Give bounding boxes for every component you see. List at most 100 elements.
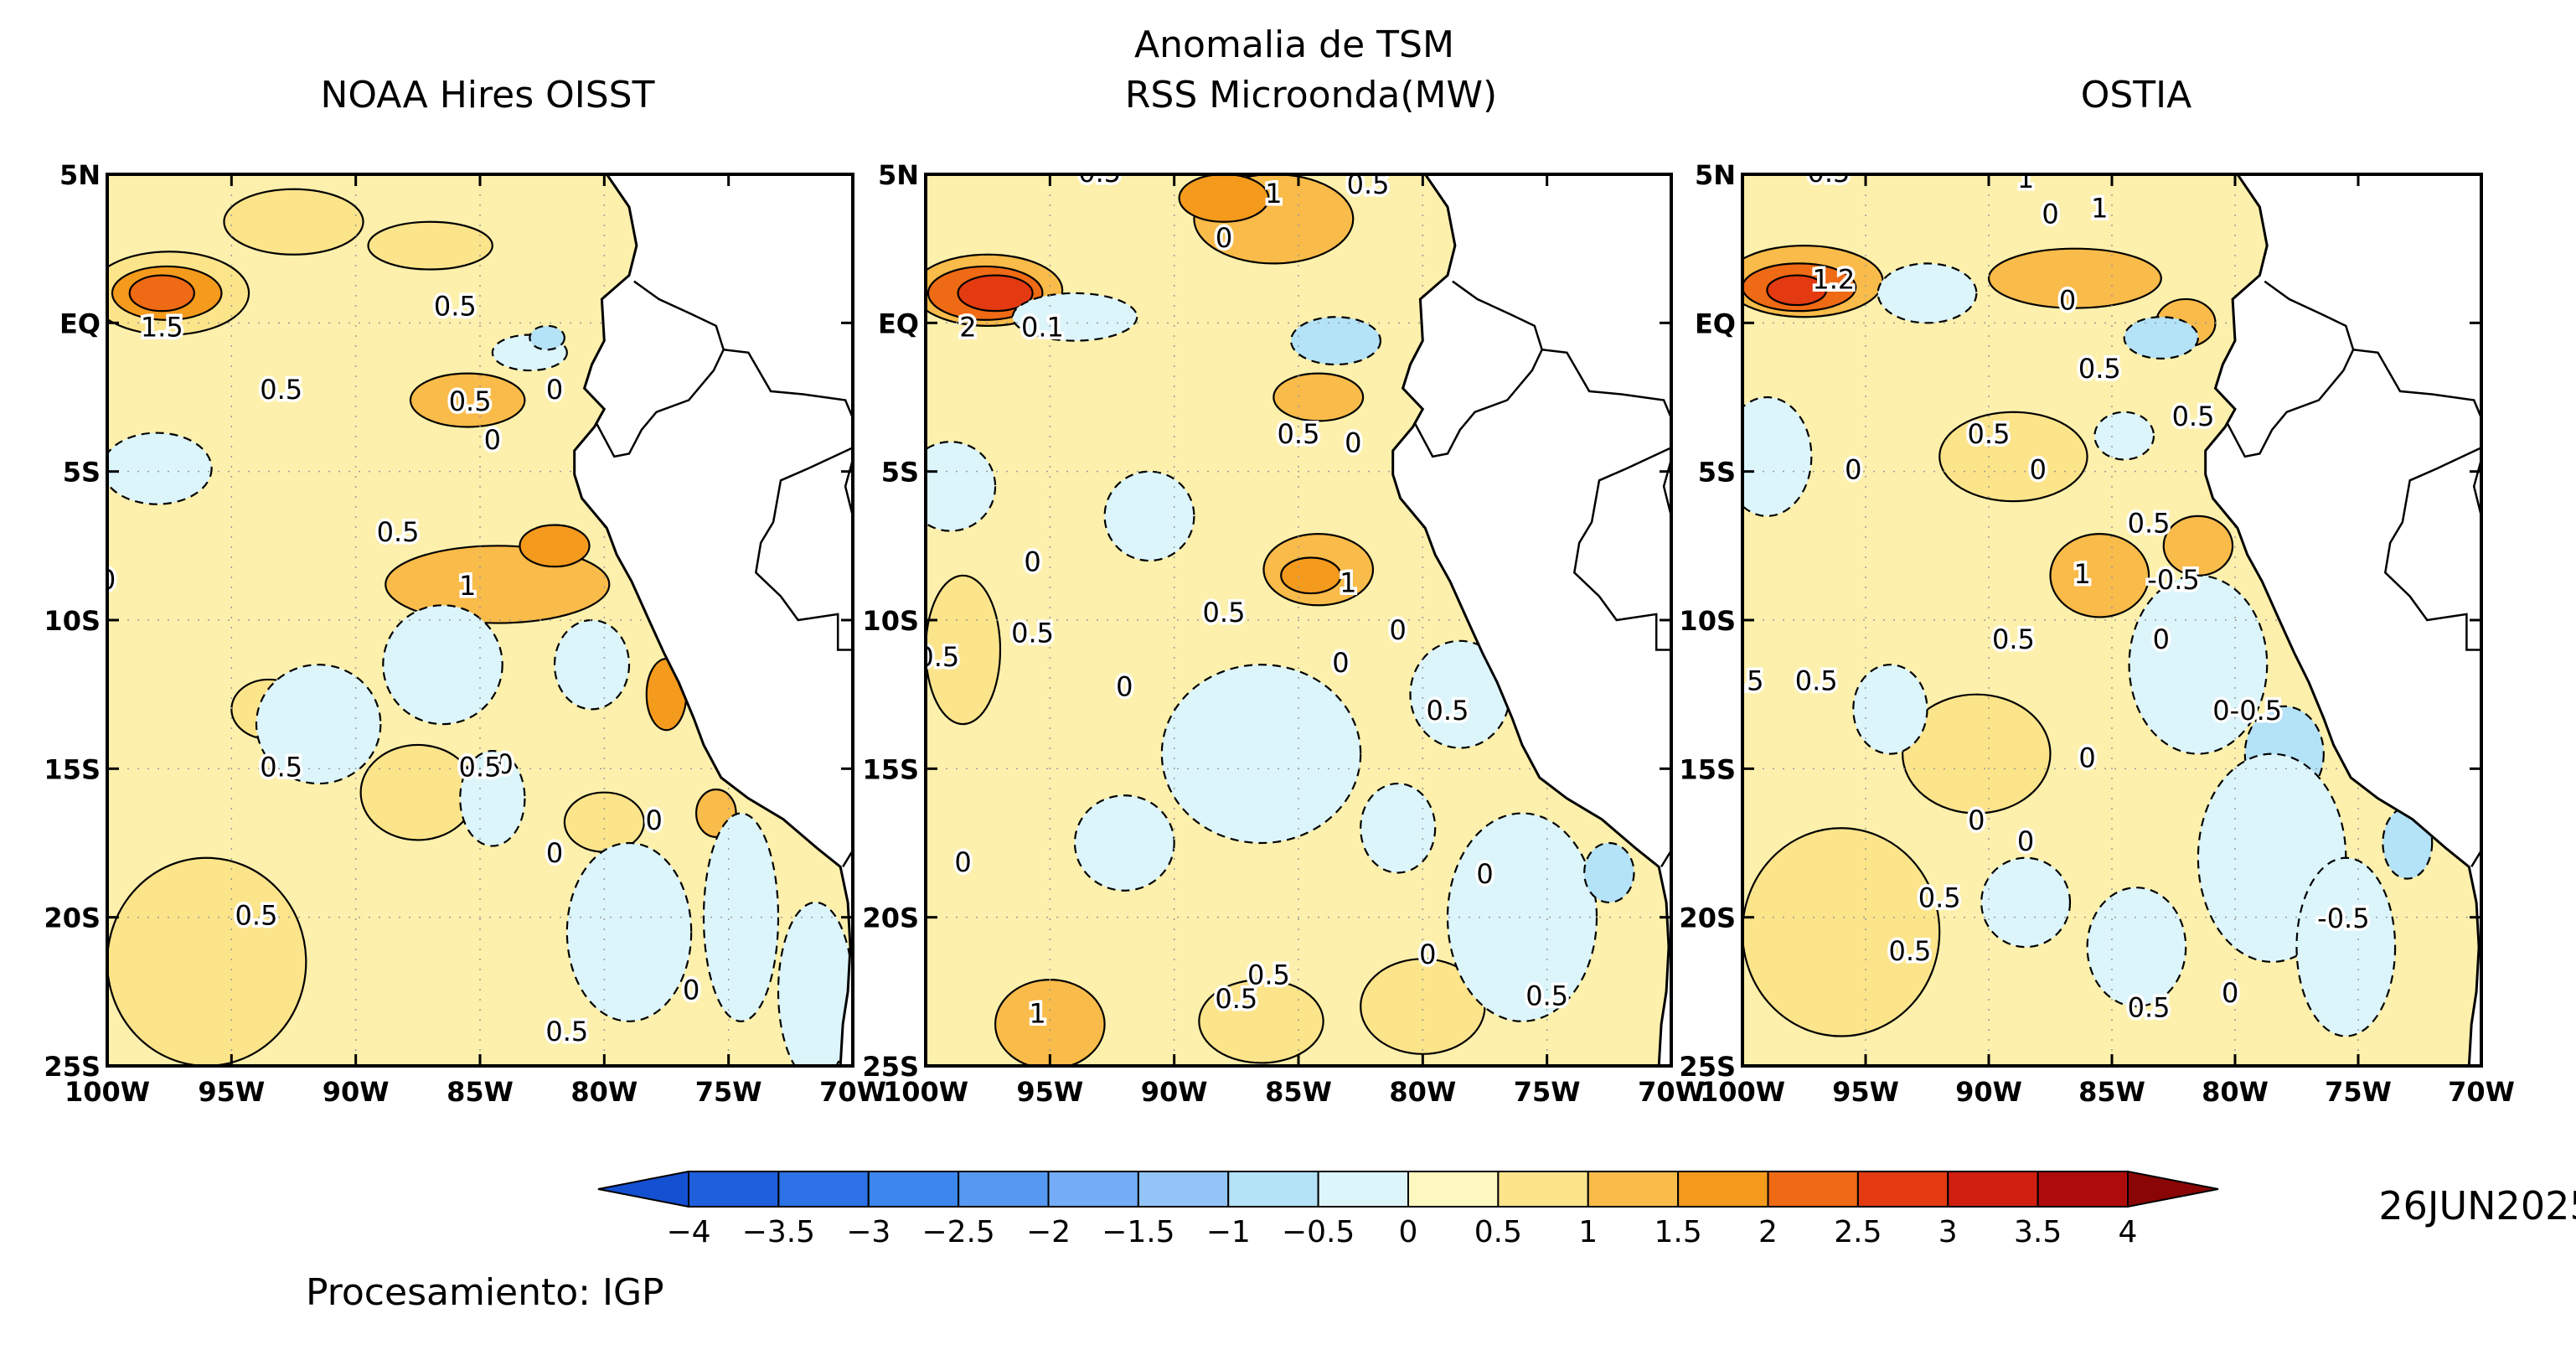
anomaly-contour-area: [1583, 841, 1635, 904]
contour-label: 0: [1116, 671, 1133, 703]
anomaly-contour-area: [223, 188, 364, 256]
colorbar-label: −2: [1026, 1215, 1071, 1249]
anomaly-contour-area: [1742, 396, 1813, 517]
anomaly-contour-area: [1980, 856, 2072, 949]
lat-tick-label: 10S: [1679, 605, 1736, 637]
contour-label: 0.5: [2128, 992, 2171, 1024]
contour-label: -0.5: [2147, 564, 2199, 596]
anomaly-contour-area: [409, 372, 526, 428]
country-border: [2227, 280, 2355, 458]
lat-tick-label: 5N: [59, 159, 101, 191]
country-border: [2472, 459, 2481, 517]
colorbar-label: 1: [1578, 1215, 1598, 1249]
colorbar-swatch: [1497, 1171, 1589, 1208]
contour-label: 0.5: [434, 291, 477, 323]
land-coastline: [573, 174, 853, 1066]
lat-tick-label: 25S: [44, 1051, 101, 1083]
contour-label: 0.5: [2128, 508, 2171, 540]
contour-label: 0.5: [459, 751, 502, 783]
anomaly-contour-area: [2093, 411, 2155, 461]
contour-label: 1: [2017, 163, 2034, 194]
country-border: [2383, 447, 2481, 651]
anomaly-contour-area: [2086, 887, 2187, 1008]
lon-tick-label: 100W: [883, 1076, 968, 1108]
contour-label: 0.1: [1021, 311, 1064, 343]
contour-label: 0: [2222, 977, 2238, 1009]
anomaly-contour-area: [519, 524, 591, 568]
colorbar-label: 2.5: [1834, 1215, 1882, 1249]
anomaly-contour-area: [1198, 979, 1324, 1064]
contour-label: 0.5: [1078, 157, 1121, 189]
contour-label: 1: [2091, 193, 2108, 225]
anomaly-contour-area: [1938, 411, 2088, 503]
lat-tick-label: 10S: [44, 605, 101, 637]
lon-tick-label: 80W: [1389, 1076, 1456, 1108]
anomaly-contour-area: [1877, 262, 1978, 324]
contour-label: 1: [1340, 566, 1356, 598]
contour-label: 0.5: [2172, 401, 2215, 432]
land-coastline: [1391, 174, 1671, 1066]
contour-label: 0: [546, 374, 563, 406]
colorbar-swatch: [1856, 1171, 1949, 1208]
contour-label: 0: [1845, 454, 1861, 486]
colorbar-swatch: [1227, 1171, 1319, 1208]
contour-label: 0-0.5: [2212, 695, 2282, 727]
lon-tick-label: 90W: [1141, 1076, 1208, 1108]
colorbar-swatch: [1947, 1171, 2039, 1208]
colorbar-label: −1.5: [1102, 1215, 1174, 1249]
lat-tick-label: 15S: [44, 753, 101, 785]
contour-label: 0.5: [1247, 959, 1290, 991]
date-label: 26JUN2025: [2378, 1183, 2576, 1228]
contour-label: 1: [1265, 178, 1282, 209]
colorbar-swatch: [1587, 1171, 1680, 1208]
contour-label: 0.5: [1807, 157, 1850, 189]
colorbar-label: 0: [1399, 1215, 1418, 1249]
colorbar-label: 2: [1758, 1215, 1778, 1249]
contour-label: 0: [1476, 858, 1493, 890]
colorbar-swatch: [777, 1171, 870, 1208]
contour-label: -0.5: [2317, 902, 2369, 934]
lat-tick-label: EQ: [878, 308, 919, 339]
contour-label: 0: [1332, 647, 1349, 679]
contour-label: 0.5: [1722, 665, 1764, 696]
colorbar-swatch: [1407, 1171, 1500, 1208]
lat-tick-label: 20S: [862, 902, 919, 934]
lon-tick-label: 70W: [1638, 1076, 1705, 1108]
panel-2-title: RSS Microonda(MW): [1125, 74, 1497, 116]
lat-tick-label: 25S: [1679, 1051, 1736, 1083]
colorbar-label: 3: [1938, 1215, 1958, 1249]
lon-tick-label: 85W: [2078, 1076, 2145, 1108]
contour-label: 0.5: [1427, 695, 1469, 727]
anomaly-contour-area: [1766, 274, 1828, 307]
contour-label: 1: [2074, 558, 2091, 590]
contour-label: 0: [683, 974, 699, 1006]
lat-tick-label: 15S: [862, 753, 919, 785]
colorbar-over-arrow: [2127, 1170, 2219, 1208]
country-border: [754, 447, 853, 651]
anomaly-contour-area: [128, 274, 195, 313]
anomaly-contour-area: [2123, 316, 2199, 359]
contour-label: 0: [2153, 623, 2170, 655]
lat-tick-label: 5S: [1698, 457, 1736, 489]
anomaly-contour-area: [1103, 470, 1195, 562]
lon-tick-label: 100W: [1700, 1076, 1785, 1108]
anomaly-contour-area: [957, 274, 1034, 313]
colorbar-label: 3.5: [2014, 1215, 2062, 1249]
country-border: [2352, 349, 2481, 419]
country-border: [1662, 459, 1671, 517]
colorbar-label: 0.5: [1474, 1215, 1522, 1249]
latitude-tick-labels: 5N 5N 5N EQ EQ EQ 5S 5S 5S 10S 10S 10S 15S 15S 15S 20S 2…: [44, 159, 1736, 1083]
lon-tick-label: 75W: [695, 1076, 762, 1108]
colorbar-label: −3: [846, 1215, 891, 1249]
lon-tick-label: 95W: [198, 1076, 265, 1108]
lat-tick-label: 5N: [1695, 159, 1736, 191]
lat-tick-label: 5S: [881, 457, 919, 489]
colorbar-swatch: [1137, 1171, 1230, 1208]
contour-label: 0: [546, 837, 563, 869]
colorbar-swatch: [2037, 1171, 2129, 1208]
contour-label: 0: [1345, 427, 1361, 459]
lon-tick-label: 75W: [1514, 1076, 1581, 1108]
lat-tick-label: EQ: [59, 308, 101, 339]
